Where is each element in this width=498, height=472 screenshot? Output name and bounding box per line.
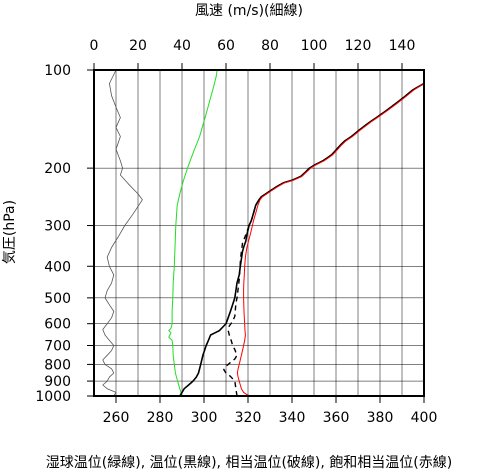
y-tick-label: 500	[44, 291, 71, 307]
plot-frame	[93, 69, 425, 397]
x-top-tick-label: 0	[90, 38, 99, 54]
series-line-theta_w	[168, 69, 218, 397]
y-tick-label: 800	[44, 357, 71, 373]
x-bottom-tick-label: 300	[191, 410, 218, 426]
ticks: 260 280 300 320 340 360 380 400 0 20 40 60 80 100 120 1…	[35, 38, 437, 426]
series-line-wind	[102, 69, 143, 397]
series-line-theta_e	[223, 82, 425, 397]
x-bottom-tick-label: 340	[279, 410, 306, 426]
x-top-tick-label: 100	[301, 38, 328, 54]
x-top-tick-label: 120	[345, 38, 372, 54]
y-tick-label: 200	[44, 161, 71, 177]
x-bottom-tick-label: 260	[103, 410, 130, 426]
grid	[93, 69, 425, 397]
y-tick-label: 900	[44, 374, 71, 390]
y-axis-title: 気圧(hPa)	[2, 199, 18, 265]
y-tick-label: 400	[44, 259, 71, 275]
x-top-tick-label: 40	[173, 38, 191, 54]
y-tick-label: 700	[44, 339, 71, 355]
top-axis-title: 風速 (m/s)(細線)	[195, 3, 303, 19]
y-tick-label: 1000	[35, 389, 71, 405]
y-tick-label: 100	[44, 63, 71, 79]
x-bottom-tick-label: 320	[235, 410, 262, 426]
x-bottom-tick-label: 380	[367, 410, 394, 426]
bottom-axis-title: 湿球温位(緑線), 温位(黒線), 相当温位(破線), 飽和相当温位(赤線)	[45, 455, 453, 471]
x-top-tick-label: 20	[129, 38, 147, 54]
x-top-tick-label: 80	[261, 38, 279, 54]
x-bottom-tick-label: 360	[323, 410, 350, 426]
series-line-theta_es	[236, 83, 425, 397]
series-group	[102, 69, 425, 397]
x-bottom-tick-label: 400	[411, 410, 438, 426]
series-line-theta	[179, 82, 425, 397]
x-top-tick-label: 140	[389, 38, 416, 54]
x-bottom-tick-label: 280	[147, 410, 174, 426]
y-tick-label: 300	[44, 219, 71, 235]
y-tick-label: 600	[44, 317, 71, 333]
x-top-tick-label: 60	[217, 38, 235, 54]
